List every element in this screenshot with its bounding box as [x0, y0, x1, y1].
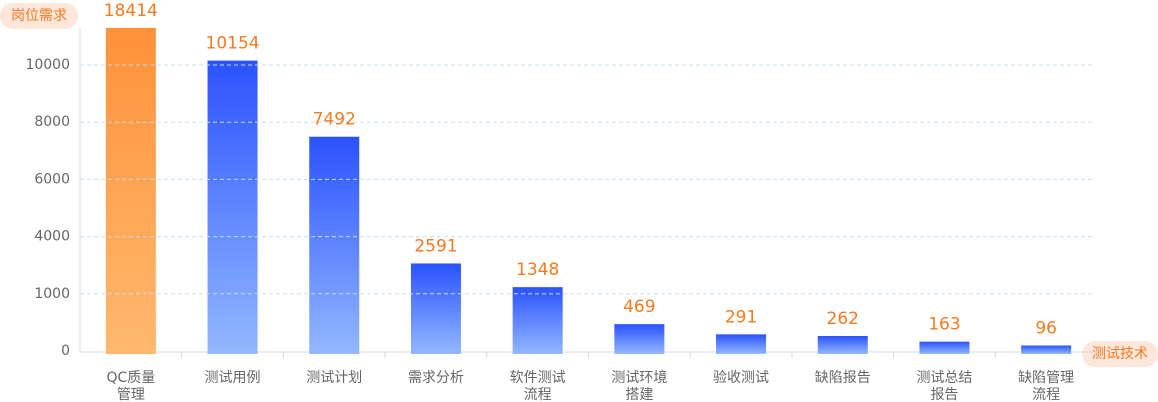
- bar: [105, 27, 156, 354]
- value-label: 10154: [206, 34, 260, 54]
- bar: [716, 334, 767, 354]
- y-tick-label: 6000: [34, 171, 70, 187]
- x-tick-label: 测试总结报告: [916, 370, 972, 402]
- bar: [512, 287, 563, 354]
- x-tick-label: 测试计划: [306, 370, 362, 386]
- bars: [105, 27, 1072, 354]
- bar: [1021, 345, 1072, 354]
- y-tick-label: 1000: [34, 286, 70, 302]
- y-axis-label-bg: [0, 3, 78, 29]
- bar: [309, 136, 360, 354]
- x-axis-label-bg: [1082, 341, 1158, 367]
- value-label: 7492: [313, 110, 356, 130]
- value-label: 262: [827, 309, 859, 329]
- value-label: 163: [928, 315, 960, 335]
- y-tick-label: 10000: [25, 57, 70, 73]
- bar: [410, 263, 461, 354]
- bar: [919, 341, 970, 354]
- x-tick-label: QC质量管理: [106, 370, 155, 402]
- y-tick-label: 4000: [34, 229, 70, 245]
- value-label: 18414: [104, 1, 158, 21]
- x-tick-label: 软件测试流程: [510, 370, 566, 402]
- bar: [817, 336, 868, 354]
- value-label: 1348: [516, 260, 559, 280]
- bar: [614, 324, 665, 354]
- y-tick-label: 0: [61, 343, 70, 359]
- x-tick-label: 验收测试: [713, 370, 769, 386]
- value-label: 96: [1035, 319, 1057, 339]
- x-tick-label: 测试用例: [205, 370, 261, 386]
- value-label: 2591: [414, 236, 457, 256]
- x-axis-label: 测试技术: [1092, 346, 1148, 362]
- value-label: 291: [725, 307, 757, 327]
- x-tick-label: 缺陷报告: [815, 370, 871, 386]
- x-tick-label: 测试环境搭建: [611, 370, 667, 402]
- bar: [207, 60, 258, 354]
- value-label: 469: [623, 297, 655, 317]
- x-tick-label: 需求分析: [408, 370, 464, 386]
- y-axis-label: 岗位需求: [11, 8, 67, 24]
- x-tick-label: 缺陷管理流程: [1018, 370, 1074, 402]
- y-tick-label: 8000: [34, 114, 70, 130]
